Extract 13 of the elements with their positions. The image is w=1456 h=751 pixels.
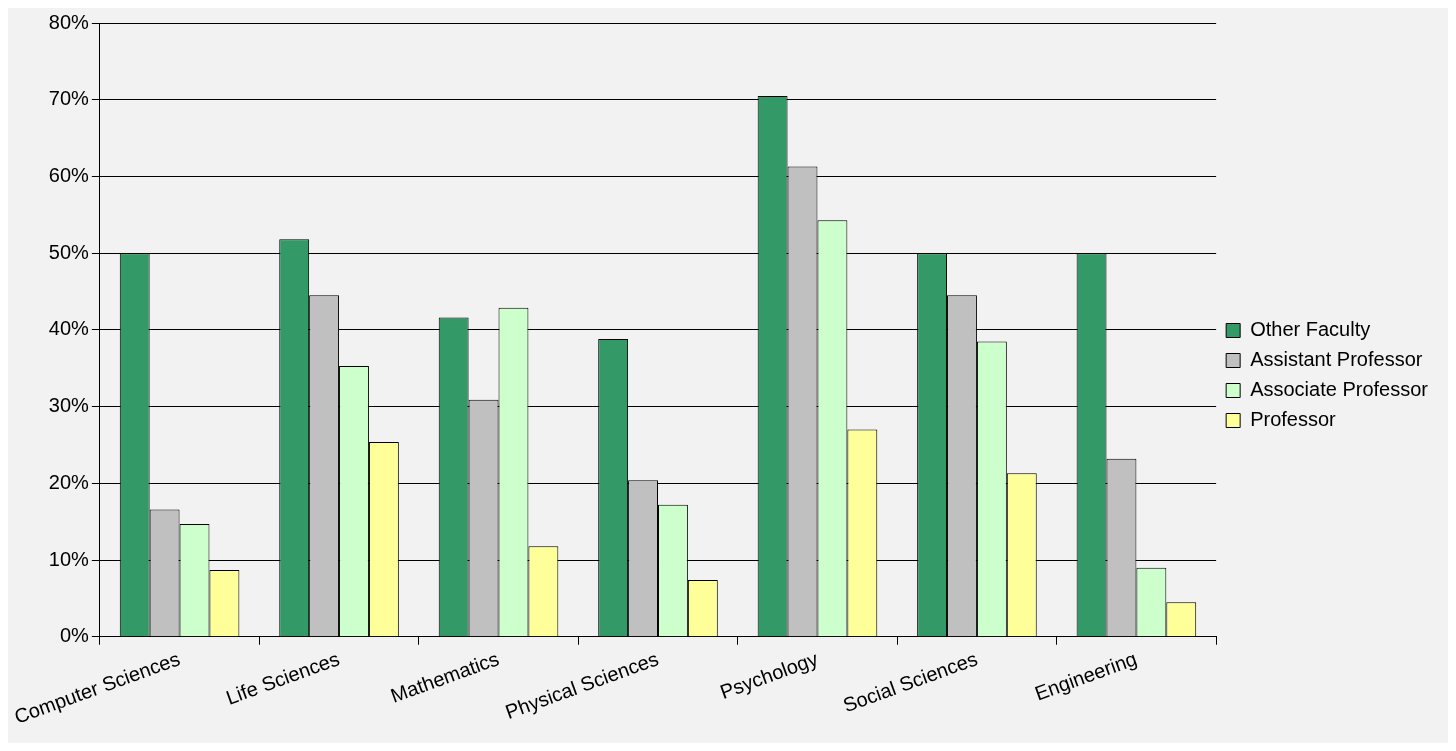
legend-label: Other Faculty [1250,318,1371,341]
y-tick-label: 10% [48,547,90,570]
y-tick-label: 60% [48,163,90,186]
legend-label: Associate Professor [1250,378,1429,401]
y-tick-label: 30% [48,394,90,417]
y-tick-label: 20% [48,470,90,493]
y-tick-label: 0% [59,624,90,647]
y-tick-label: 40% [48,317,90,340]
y-tick-label: 50% [48,240,90,263]
legend-label: Assistant Professor [1250,348,1423,371]
y-tick-label: 70% [48,87,90,110]
legend-label: Professor [1250,408,1337,431]
y-tick-label: 80% [48,10,90,33]
